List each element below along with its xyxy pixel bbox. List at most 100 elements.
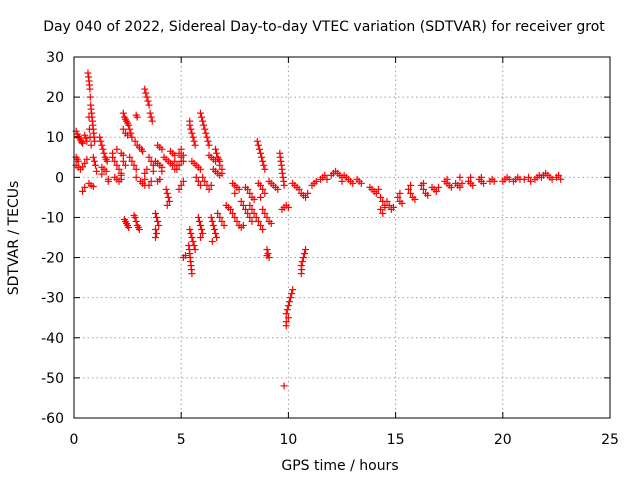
- y-tick-label: 20: [46, 90, 64, 106]
- data-point: [196, 181, 204, 189]
- data-point: [383, 197, 391, 205]
- data-point: [274, 185, 282, 193]
- data-point: [86, 93, 94, 101]
- data-point: [125, 121, 133, 129]
- data-point: [456, 173, 464, 181]
- data-point: [244, 185, 252, 193]
- data-point: [505, 175, 513, 183]
- data-point: [295, 185, 303, 193]
- data-point: [216, 161, 224, 169]
- data-point: [173, 165, 181, 173]
- data-point: [132, 165, 140, 173]
- data-point: [257, 181, 265, 189]
- data-point: [151, 209, 159, 217]
- data-point: [83, 155, 91, 163]
- data-point: [98, 141, 106, 149]
- data-point: [229, 209, 237, 217]
- data-point: [213, 149, 221, 157]
- data-point: [374, 185, 382, 193]
- data-point: [133, 113, 141, 121]
- y-tick-label: 10: [46, 130, 64, 146]
- data-point: [179, 254, 187, 262]
- data-point: [208, 217, 216, 225]
- data-point: [248, 205, 256, 213]
- y-tick-label: -10: [41, 210, 64, 226]
- data-point: [194, 213, 202, 221]
- data-point: [419, 179, 427, 187]
- data-point: [447, 183, 455, 191]
- data-point: [548, 175, 556, 183]
- data-point: [288, 290, 296, 298]
- data-point: [198, 113, 206, 121]
- data-point: [207, 213, 215, 221]
- data-point: [177, 145, 185, 153]
- data-points: [72, 69, 565, 390]
- data-point: [149, 167, 157, 175]
- data-point: [83, 137, 91, 145]
- data-point: [458, 179, 466, 187]
- data-point: [300, 250, 308, 258]
- data-point: [145, 181, 153, 189]
- data-point: [424, 191, 432, 199]
- data-point: [99, 145, 107, 153]
- data-point: [145, 153, 153, 161]
- data-point: [381, 203, 389, 211]
- data-point: [555, 171, 563, 179]
- data-point: [267, 219, 275, 227]
- data-point: [158, 167, 166, 175]
- data-point: [188, 129, 196, 137]
- data-point: [490, 177, 498, 185]
- data-point: [231, 189, 239, 197]
- data-point: [259, 205, 267, 213]
- y-tick-label: 0: [55, 170, 64, 186]
- data-point: [162, 185, 170, 193]
- data-point: [74, 132, 82, 140]
- data-point: [98, 170, 106, 178]
- data-point: [199, 173, 207, 181]
- data-point: [285, 298, 293, 306]
- data-point: [278, 169, 286, 177]
- data-point: [201, 125, 209, 133]
- data-point: [89, 153, 97, 161]
- data-point: [233, 217, 241, 225]
- data-point: [477, 173, 485, 181]
- data-point: [321, 171, 329, 179]
- data-point: [467, 173, 475, 181]
- data-point: [147, 113, 155, 121]
- data-point: [200, 121, 208, 129]
- y-tick-label: -60: [41, 411, 64, 427]
- data-point: [179, 151, 187, 159]
- data-point: [175, 149, 183, 157]
- data-point: [164, 193, 172, 201]
- data-point: [212, 145, 220, 153]
- data-point: [84, 69, 92, 77]
- data-point: [86, 133, 94, 141]
- data-point: [254, 141, 262, 149]
- data-point: [407, 181, 415, 189]
- data-point: [158, 145, 166, 153]
- data-point: [212, 229, 220, 237]
- data-point: [252, 213, 260, 221]
- data-point: [163, 201, 171, 209]
- data-point: [263, 246, 271, 254]
- data-point: [189, 238, 197, 246]
- data-point: [196, 234, 204, 241]
- data-point: [113, 161, 121, 169]
- data-point: [74, 157, 82, 165]
- data-point: [299, 254, 307, 262]
- data-point: [404, 185, 412, 193]
- data-point: [146, 109, 154, 117]
- data-point: [557, 175, 565, 183]
- data-point: [432, 187, 440, 195]
- data-point: [263, 252, 271, 260]
- data-point: [196, 109, 204, 117]
- chart-title: Day 040 of 2022, Sidereal Day-to-day VTE…: [43, 19, 605, 35]
- data-point: [263, 213, 271, 221]
- data-point: [202, 129, 210, 137]
- data-point: [86, 85, 94, 93]
- plot-frame: [73, 56, 611, 419]
- data-point: [131, 213, 139, 221]
- data-point: [153, 229, 161, 237]
- data-point: [480, 179, 488, 187]
